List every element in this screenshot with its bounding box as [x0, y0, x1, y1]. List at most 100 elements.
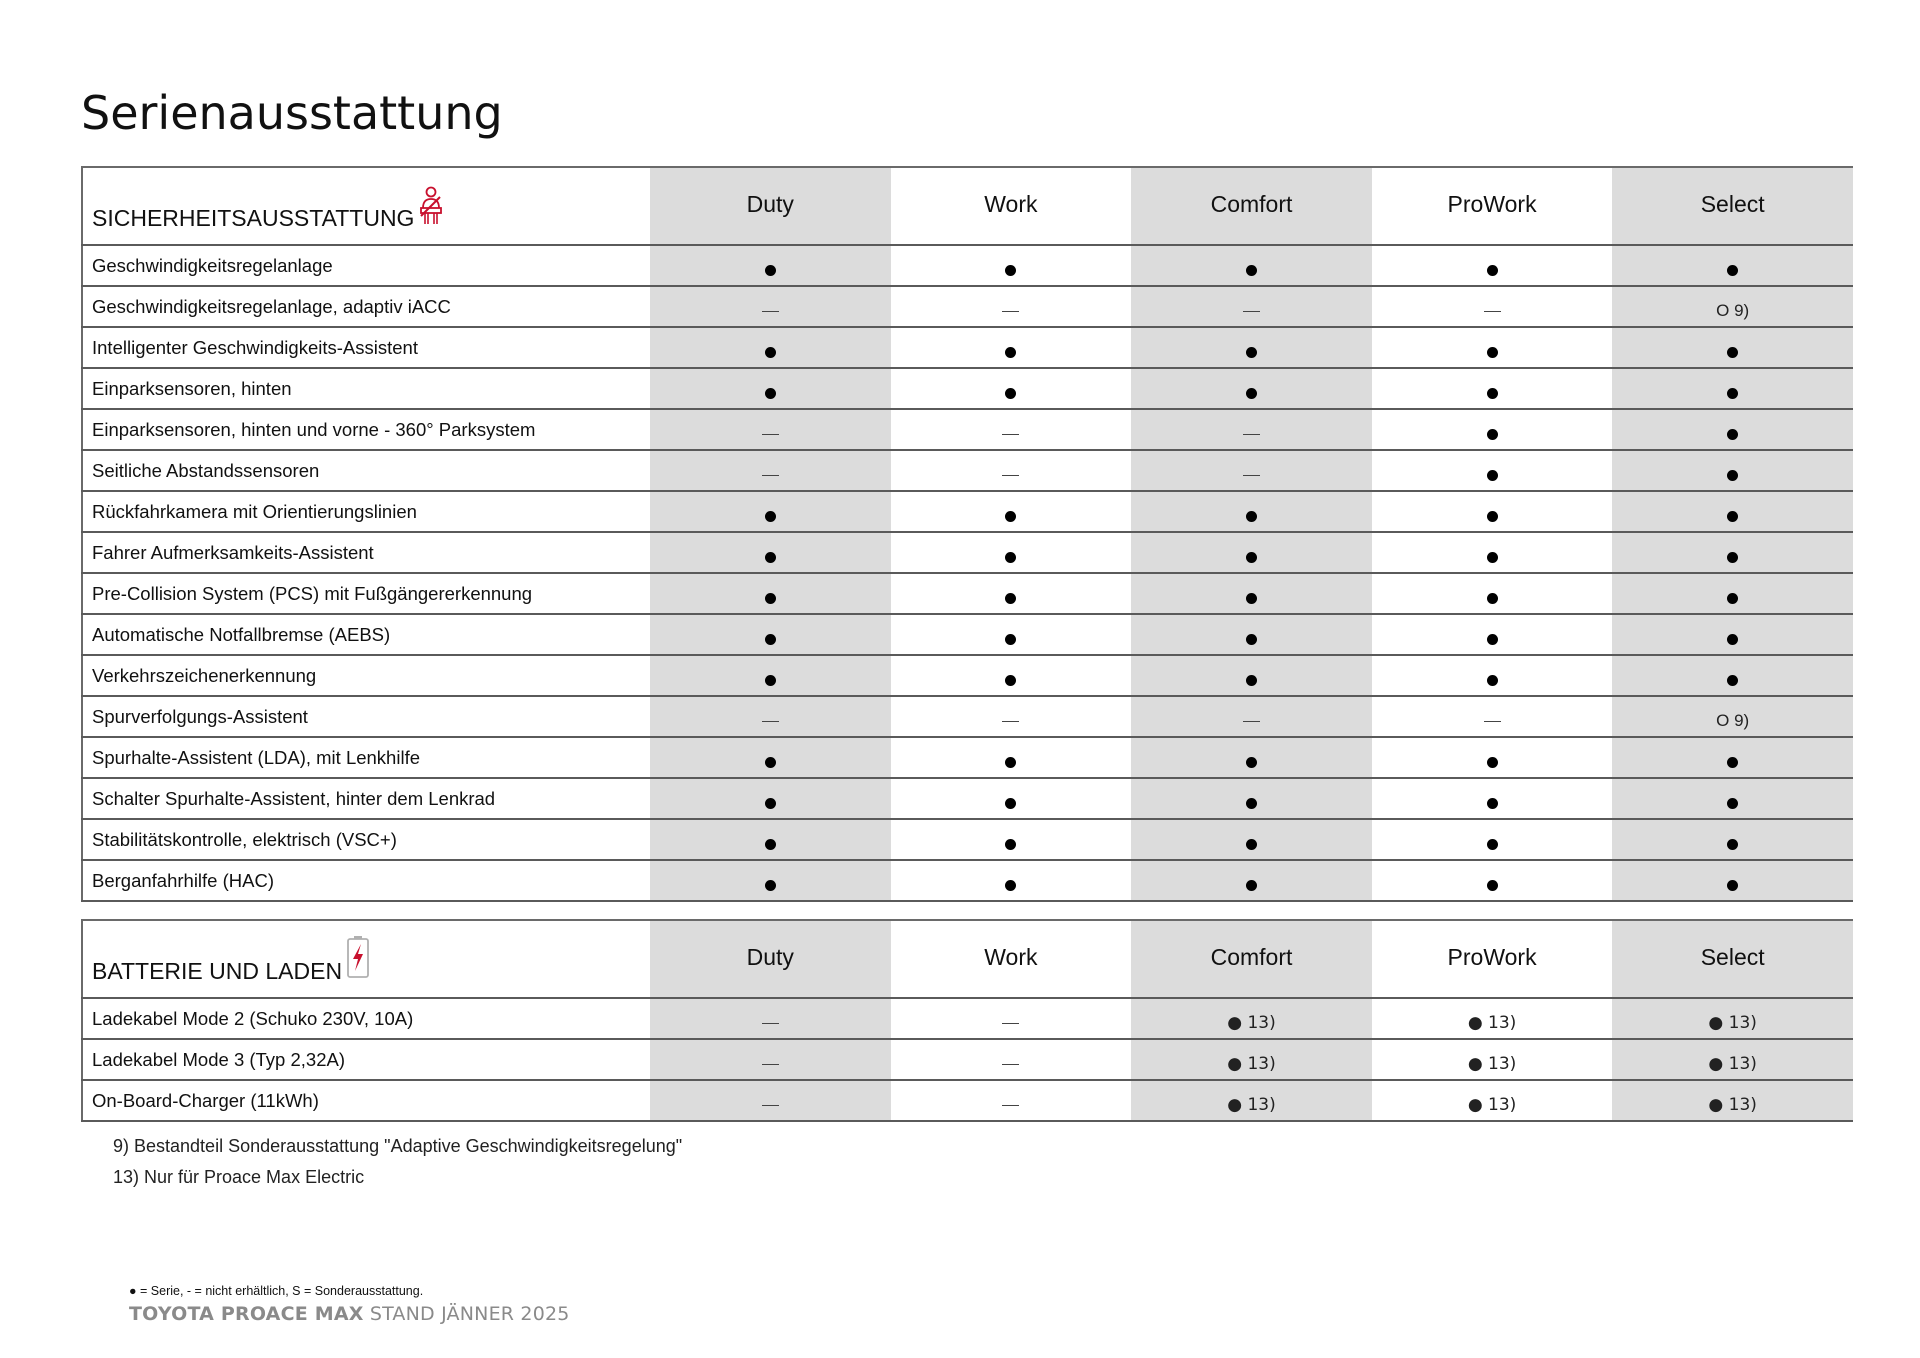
- standard-dot: [764, 756, 776, 768]
- standard-dot: [1727, 797, 1739, 809]
- value-cell-comfort: ● 13): [1131, 998, 1372, 1040]
- feature-label: Pre-Collision System (PCS) mit Fußgänger…: [81, 573, 650, 615]
- not-available-dash: [1002, 1022, 1020, 1024]
- value-cell-select: ● 13): [1612, 1080, 1853, 1122]
- value-cell-duty: [650, 573, 891, 615]
- page-title: Serienausstattung: [81, 86, 503, 140]
- standard-dot: [1727, 551, 1739, 563]
- table-row: Stabilitätskontrolle, elektrisch (VSC+): [81, 819, 1853, 861]
- feature-label: Spurhalte-Assistent (LDA), mit Lenkhilfe: [81, 737, 650, 779]
- feature-label: Berganfahrhilfe (HAC): [81, 860, 650, 902]
- column-header-prowork: ProWork: [1371, 166, 1613, 246]
- value-cell-prowork: [1371, 778, 1613, 820]
- standard-dot: [1005, 264, 1017, 276]
- not-available-dash: [1242, 310, 1260, 312]
- table-row: Berganfahrhilfe (HAC): [81, 860, 1853, 902]
- value-cell-work: [890, 491, 1132, 533]
- value-cell-duty: [650, 696, 891, 738]
- column-header-duty: Duty: [650, 166, 891, 246]
- table-row: Automatische Notfallbremse (AEBS): [81, 614, 1853, 656]
- value-cell-work: [890, 532, 1132, 574]
- value-cell-select: [1612, 819, 1853, 861]
- standard-with-footnote: ● 13): [1708, 1054, 1757, 1074]
- standard-dot: [1727, 633, 1739, 645]
- not-available-dash: [1002, 1104, 1020, 1106]
- value-cell-comfort: ● 13): [1131, 1039, 1372, 1081]
- section-title-text: BATTERIE UND LADEN: [92, 958, 343, 984]
- value-cell-work: [890, 368, 1132, 410]
- table-row: Einparksensoren, hinten und vorne - 360°…: [81, 409, 1853, 451]
- value-cell-duty: [650, 998, 891, 1040]
- standard-dot: [1245, 264, 1257, 276]
- brand-date: STAND JÄNNER 2025: [363, 1303, 570, 1325]
- standard-dot: [764, 592, 776, 604]
- standard-dot: [1245, 346, 1257, 358]
- value-cell-work: [890, 245, 1132, 287]
- value-cell-work: [890, 778, 1132, 820]
- feature-label: Schalter Spurhalte-Assistent, hinter dem…: [81, 778, 650, 820]
- value-cell-work: [890, 327, 1132, 369]
- value-cell-comfort: [1131, 368, 1372, 410]
- table-row: Pre-Collision System (PCS) mit Fußgänger…: [81, 573, 1853, 615]
- value-cell-select: [1612, 327, 1853, 369]
- value-cell-work: [890, 860, 1132, 902]
- table-row: Ladekabel Mode 3 (Typ 2,32A) ● 13) ● 13) ● …: [81, 1039, 1853, 1081]
- value-cell-comfort: [1131, 450, 1372, 492]
- value-cell-prowork: [1371, 286, 1613, 328]
- table-row: Geschwindigkeitsregelanlage: [81, 245, 1853, 287]
- table-row: Fahrer Aufmerksamkeits-Assistent: [81, 532, 1853, 574]
- footnote-9: 9) Bestandteil Sonderausstattung "Adapti…: [113, 1136, 683, 1156]
- column-header-duty: Duty: [650, 919, 891, 999]
- standard-dot: [1486, 428, 1498, 440]
- value-cell-work: [890, 819, 1132, 861]
- value-cell-comfort: [1131, 573, 1372, 615]
- section-title-text: SICHERHEITSAUSSTATTUNG: [92, 205, 415, 231]
- standard-dot: [764, 674, 776, 686]
- standard-dot: [1005, 346, 1017, 358]
- value-cell-work: [890, 1080, 1132, 1122]
- value-cell-prowork: [1371, 532, 1613, 574]
- standard-dot: [1727, 756, 1739, 768]
- footnote-13: 13) Nur für Proace Max Electric: [113, 1167, 365, 1187]
- standard-dot: [1486, 633, 1498, 645]
- column-header-prowork: ProWork: [1371, 919, 1613, 999]
- value-cell-select: O 9): [1612, 696, 1853, 738]
- standard-dot: [1245, 633, 1257, 645]
- table-row: Ladekabel Mode 2 (Schuko 230V, 10A) ● 13)…: [81, 998, 1853, 1040]
- section-title: BATTERIE UND LADEN: [81, 919, 650, 999]
- value-cell-work: [890, 573, 1132, 615]
- feature-label: Ladekabel Mode 2 (Schuko 230V, 10A): [81, 998, 650, 1040]
- value-cell-select: [1612, 655, 1853, 697]
- standard-with-footnote: ● 13): [1227, 1054, 1276, 1074]
- standard-dot: [1727, 510, 1739, 522]
- standard-dot: [764, 879, 776, 891]
- value-cell-work: [890, 409, 1132, 451]
- battery-charging-icon: [346, 935, 370, 985]
- column-header-comfort: Comfort: [1131, 919, 1372, 999]
- standard-dot: [1486, 592, 1498, 604]
- value-cell-duty: [650, 286, 891, 328]
- not-available-dash: [761, 310, 779, 312]
- value-cell-select: ● 13): [1612, 998, 1853, 1040]
- value-cell-comfort: [1131, 532, 1372, 574]
- value-cell-select: O 9): [1612, 286, 1853, 328]
- optional-value: O 9): [1716, 301, 1750, 320]
- value-cell-work: [890, 696, 1132, 738]
- value-cell-comfort: [1131, 491, 1372, 533]
- value-cell-duty: [650, 1039, 891, 1081]
- standard-dot: [1005, 633, 1017, 645]
- table-row: Geschwindigkeitsregelanlage, adaptiv iAC…: [81, 286, 1853, 328]
- feature-label: Geschwindigkeitsregelanlage: [81, 245, 650, 287]
- standard-dot: [1005, 838, 1017, 850]
- feature-label: Spurverfolgungs-Assistent: [81, 696, 650, 738]
- value-cell-select: ● 13): [1612, 1039, 1853, 1081]
- value-cell-select: [1612, 614, 1853, 656]
- value-cell-duty: [650, 491, 891, 533]
- column-header-select: Select: [1612, 919, 1853, 999]
- not-available-dash: [1242, 720, 1260, 722]
- value-cell-work: [890, 998, 1132, 1040]
- value-cell-select: [1612, 368, 1853, 410]
- standard-dot: [1005, 551, 1017, 563]
- standard-dot: [1486, 551, 1498, 563]
- value-cell-duty: [650, 1080, 891, 1122]
